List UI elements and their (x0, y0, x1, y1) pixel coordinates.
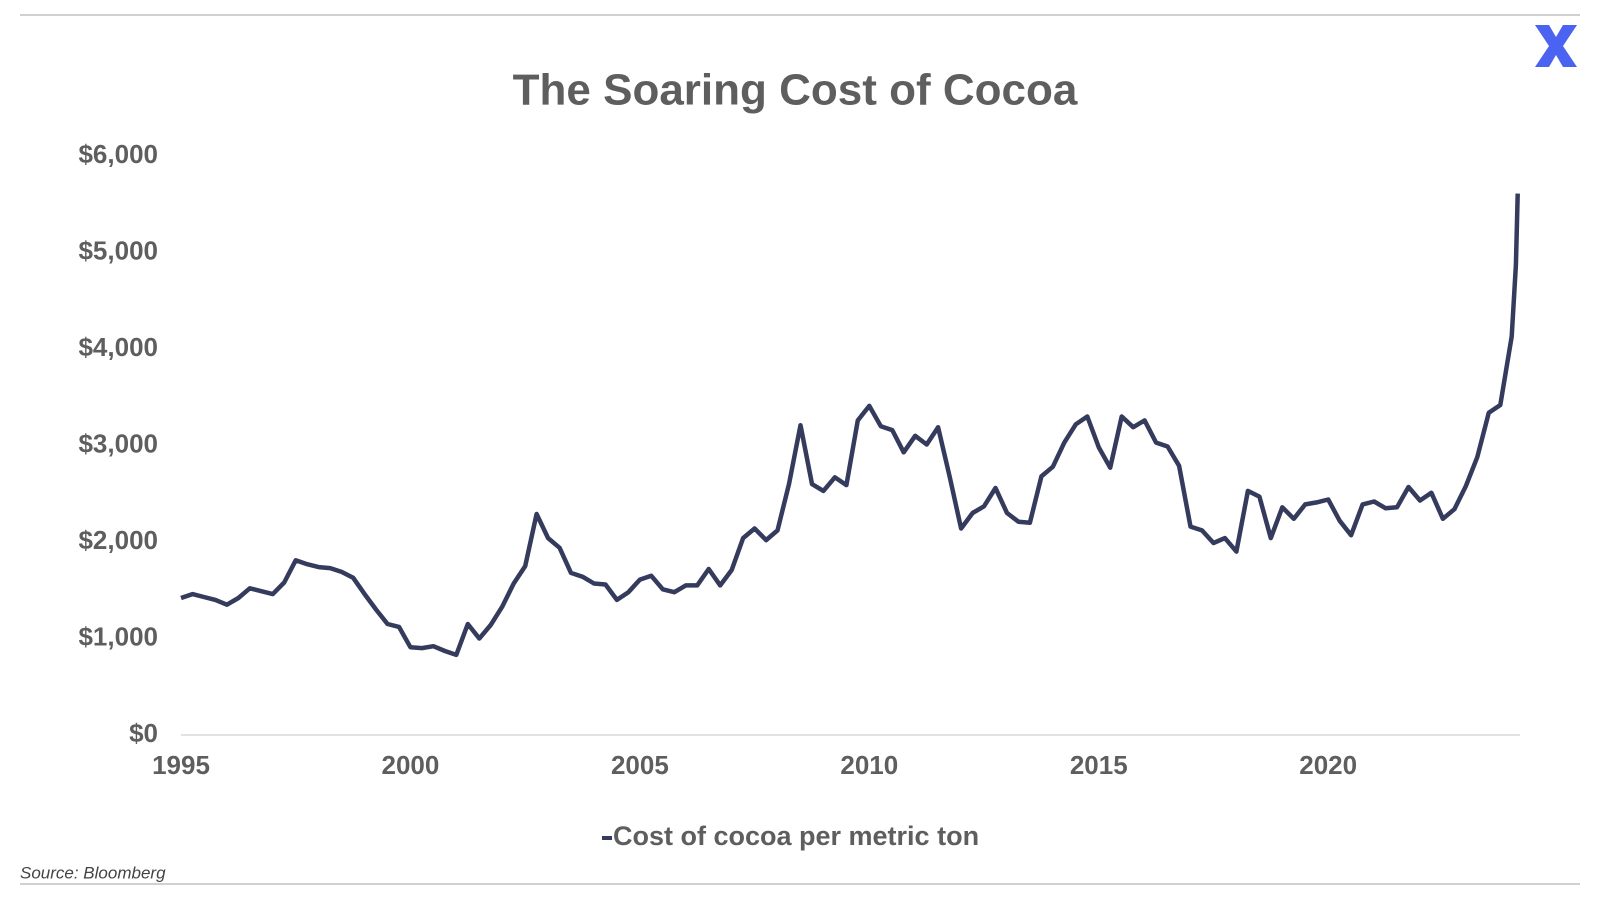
y-tick-label: $4,000 (78, 332, 158, 362)
x-tick-label: 2000 (382, 750, 440, 780)
y-tick-label: $3,000 (78, 428, 158, 458)
x-tick-label: 2010 (840, 750, 898, 780)
legend-label: Cost of cocoa per metric ton (613, 821, 979, 851)
y-tick-label: $5,000 (78, 235, 158, 265)
x-tick-label: 2015 (1070, 750, 1128, 780)
y-tick-label: $2,000 (78, 525, 158, 555)
y-tick-label: $1,000 (78, 621, 158, 651)
chart-title: The Soaring Cost of Cocoa (513, 66, 1078, 115)
source-note: Source: Bloomberg (20, 863, 166, 882)
y-tick-label: $6,000 (78, 139, 158, 169)
line-series (180, 193, 1520, 658)
x-tick-label: 2020 (1299, 750, 1357, 780)
logo (1535, 25, 1577, 67)
y-tick-label: $0 (129, 718, 158, 748)
x-tick-label: 2005 (611, 750, 669, 780)
x-tick-label: 1995 (152, 750, 210, 780)
